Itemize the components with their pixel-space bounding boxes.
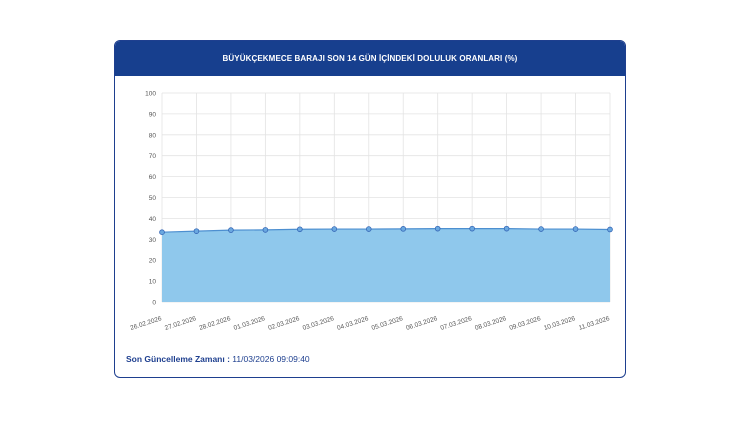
y-tick-label: 60 — [149, 174, 157, 181]
x-tick-label: 01.03.2026 — [233, 315, 266, 332]
fill-rate-chart: 0 10 20 30 40 50 60 70 80 90 100 26.02.2026 27.02.20… — [130, 91, 613, 332]
data-point[interactable] — [331, 226, 338, 232]
y-tick-label: 100 — [145, 91, 156, 98]
data-point[interactable] — [538, 226, 544, 232]
y-tick-label: 50 — [149, 195, 157, 202]
x-tick-label: 08.03.2026 — [474, 315, 507, 332]
x-tick-label: 10.03.2026 — [543, 315, 576, 332]
y-tick-label: 90 — [149, 111, 157, 118]
y-tick-label: 70 — [149, 153, 157, 160]
data-point[interactable] — [228, 227, 234, 233]
x-tick-label: 04.03.2026 — [336, 315, 369, 332]
data-point[interactable] — [434, 225, 441, 232]
x-tick-label: 27.02.2026 — [164, 315, 197, 332]
x-tick-label: 11.03.2026 — [578, 315, 611, 332]
y-tick-label: 20 — [149, 258, 157, 265]
data-point[interactable] — [503, 225, 510, 232]
chart-area: 0 10 20 30 40 50 60 70 80 90 100 26.02.2026 27.02.20… — [115, 76, 625, 336]
x-tick-label: 02.03.2026 — [267, 315, 300, 332]
chart-card: BÜYÜKÇEKMECE BARAJI SON 14 GÜN İÇİNDEKİ … — [114, 40, 626, 378]
y-tick-label: 40 — [149, 216, 157, 223]
x-tick-label: 28.02.2026 — [198, 315, 231, 332]
chart-title: BÜYÜKÇEKMECE BARAJI SON 14 GÜN İÇİNDEKİ … — [115, 41, 625, 76]
y-tick-label: 80 — [149, 132, 157, 139]
x-tick-label: 07.03.2026 — [440, 315, 473, 332]
y-tick-label: 10 — [149, 279, 157, 286]
x-tick-label: 05.03.2026 — [371, 315, 404, 332]
data-point[interactable] — [297, 226, 303, 233]
series-area — [162, 228, 610, 302]
data-point[interactable] — [159, 229, 165, 235]
x-tick-label: 03.03.2026 — [302, 315, 335, 332]
data-point[interactable] — [572, 226, 579, 232]
data-point[interactable] — [193, 228, 200, 234]
series-line — [161, 228, 611, 233]
data-point[interactable] — [400, 226, 407, 232]
x-tick-label: 09.03.2026 — [509, 315, 542, 332]
last-update: Son Güncelleme Zamanı : 11/03/2026 09:09… — [126, 354, 310, 364]
data-point[interactable] — [607, 226, 613, 233]
data-point[interactable] — [469, 225, 475, 232]
last-update-value: 11/03/2026 09:09:40 — [232, 354, 310, 364]
x-tick-label: 06.03.2026 — [405, 315, 438, 332]
last-update-label: Son Güncelleme Zamanı : — [126, 354, 230, 364]
y-tick-label: 0 — [152, 300, 156, 307]
x-tick-label: 26.02.2026 — [130, 315, 163, 332]
data-point[interactable] — [365, 226, 372, 232]
y-tick-label: 30 — [149, 237, 157, 244]
data-point[interactable] — [262, 227, 269, 233]
